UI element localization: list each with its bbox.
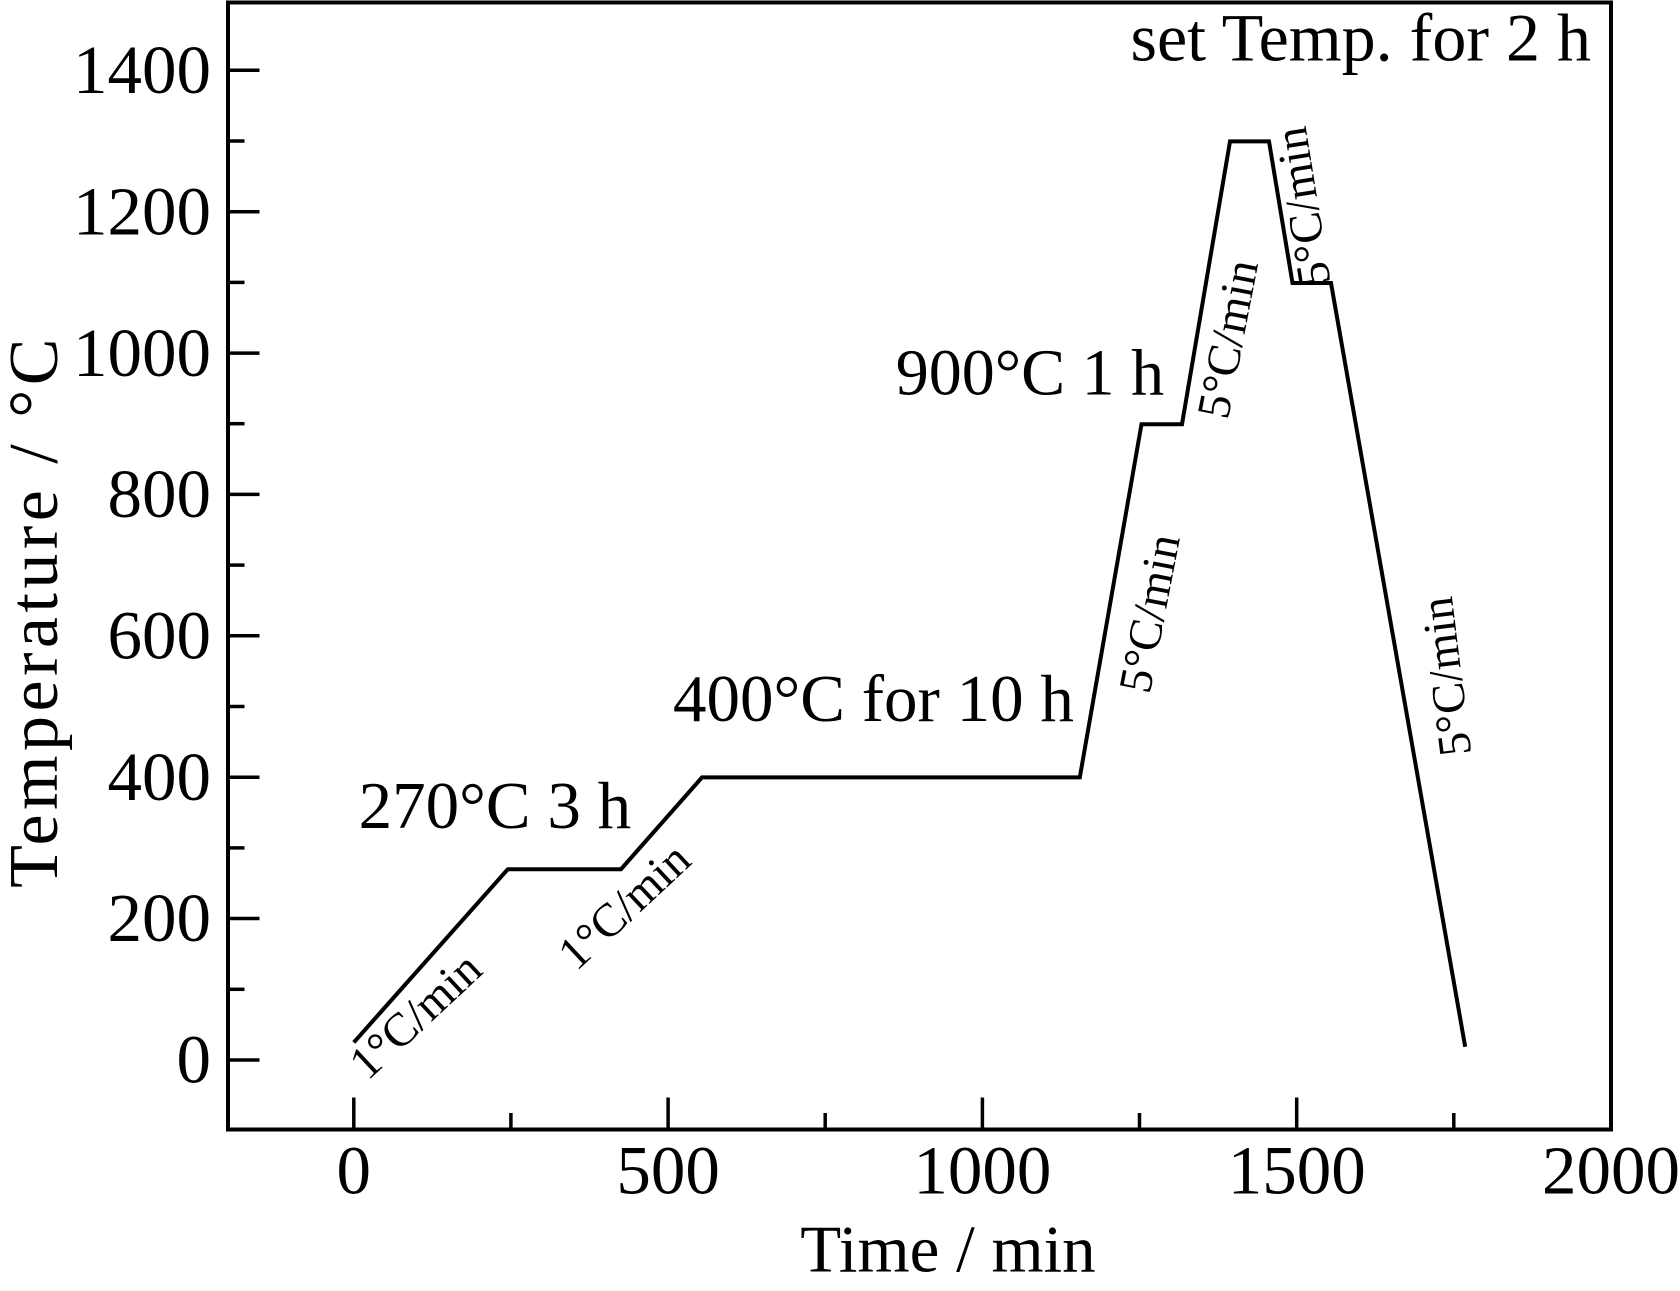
svg-text:1200: 1200 — [73, 173, 211, 249]
svg-text:500: 500 — [616, 1133, 720, 1209]
svg-text:200: 200 — [108, 880, 212, 956]
svg-text:400°C for 10 h: 400°C for 10 h — [673, 662, 1074, 736]
svg-text:Time / min: Time / min — [800, 1213, 1095, 1287]
svg-text:5°C/min: 5°C/min — [1265, 123, 1341, 289]
svg-text:Temperature / °C: Temperature / °C — [0, 334, 73, 888]
svg-text:2000: 2000 — [1542, 1133, 1680, 1209]
svg-text:270°C 3 h: 270°C 3 h — [359, 769, 631, 843]
svg-text:0: 0 — [337, 1133, 372, 1209]
svg-text:5°C/min: 5°C/min — [1109, 530, 1191, 697]
svg-text:1500: 1500 — [1228, 1133, 1366, 1209]
svg-text:900°C 1 h: 900°C 1 h — [896, 336, 1164, 409]
svg-text:5°C/min: 5°C/min — [1188, 256, 1270, 423]
svg-text:set Temp. for 2 h: set Temp. for 2 h — [1131, 0, 1591, 76]
svg-text:1400: 1400 — [73, 32, 211, 108]
svg-text:0: 0 — [177, 1022, 212, 1098]
svg-text:800: 800 — [108, 456, 212, 532]
svg-text:600: 600 — [108, 598, 212, 674]
svg-text:5°C/min: 5°C/min — [1411, 594, 1482, 759]
svg-text:1000: 1000 — [73, 315, 211, 391]
svg-text:1000: 1000 — [913, 1133, 1051, 1209]
svg-text:1°C/min: 1°C/min — [548, 833, 700, 980]
svg-text:1°C/min: 1°C/min — [340, 943, 492, 1090]
svg-text:400: 400 — [108, 739, 212, 815]
